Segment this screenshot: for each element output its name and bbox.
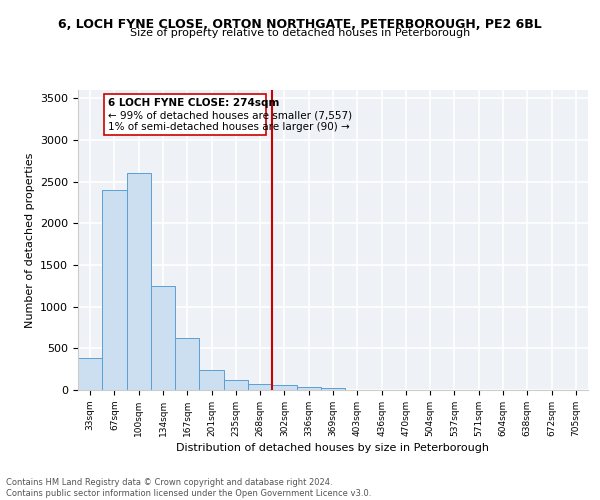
Text: Contains HM Land Registry data © Crown copyright and database right 2024.
Contai: Contains HM Land Registry data © Crown c… bbox=[6, 478, 371, 498]
Bar bbox=[102, 190, 127, 390]
Bar bbox=[272, 385, 296, 390]
Bar bbox=[248, 384, 272, 390]
Text: ← 99% of detached houses are smaller (7,557): ← 99% of detached houses are smaller (7,… bbox=[108, 110, 352, 120]
Bar bbox=[321, 388, 345, 390]
Text: 6, LOCH FYNE CLOSE, ORTON NORTHGATE, PETERBOROUGH, PE2 6BL: 6, LOCH FYNE CLOSE, ORTON NORTHGATE, PET… bbox=[58, 18, 542, 30]
Text: 6 LOCH FYNE CLOSE: 274sqm: 6 LOCH FYNE CLOSE: 274sqm bbox=[108, 98, 279, 108]
Bar bbox=[296, 386, 321, 390]
Bar bbox=[224, 380, 248, 390]
X-axis label: Distribution of detached houses by size in Peterborough: Distribution of detached houses by size … bbox=[176, 443, 490, 453]
Text: Size of property relative to detached houses in Peterborough: Size of property relative to detached ho… bbox=[130, 28, 470, 38]
Bar bbox=[175, 338, 199, 390]
Text: 1% of semi-detached houses are larger (90) →: 1% of semi-detached houses are larger (9… bbox=[108, 122, 350, 132]
Bar bbox=[199, 370, 224, 390]
Bar bbox=[127, 174, 151, 390]
Bar bbox=[78, 358, 102, 390]
Y-axis label: Number of detached properties: Number of detached properties bbox=[25, 152, 35, 328]
Bar bbox=[151, 286, 175, 390]
FancyBboxPatch shape bbox=[104, 94, 266, 135]
